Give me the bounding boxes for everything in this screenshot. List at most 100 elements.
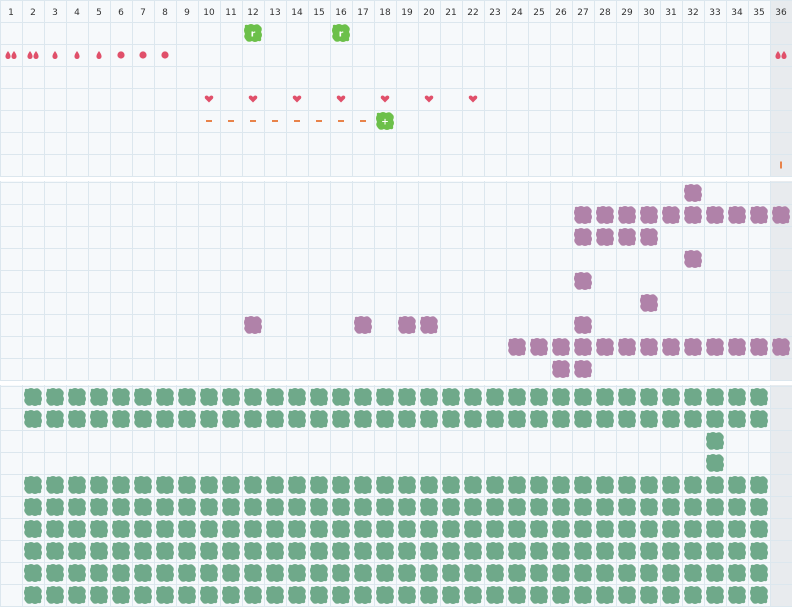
green-tile[interactable] bbox=[222, 476, 240, 494]
bright-tile[interactable]: r bbox=[332, 24, 350, 42]
green-tile[interactable] bbox=[552, 586, 570, 604]
green-tile[interactable] bbox=[464, 410, 482, 428]
green-tile[interactable] bbox=[310, 542, 328, 560]
green-tile[interactable] bbox=[706, 476, 724, 494]
green-tile[interactable] bbox=[530, 410, 548, 428]
green-tile[interactable] bbox=[90, 520, 108, 538]
green-tile[interactable] bbox=[442, 520, 460, 538]
green-tile[interactable] bbox=[156, 476, 174, 494]
green-tile[interactable] bbox=[376, 586, 394, 604]
green-tile[interactable] bbox=[706, 498, 724, 516]
green-tile[interactable] bbox=[266, 520, 284, 538]
green-tile[interactable] bbox=[354, 564, 372, 582]
green-tile[interactable] bbox=[112, 542, 130, 560]
green-tile[interactable] bbox=[486, 388, 504, 406]
green-tile[interactable] bbox=[640, 498, 658, 516]
green-tile[interactable] bbox=[354, 498, 372, 516]
green-tile[interactable] bbox=[684, 542, 702, 560]
green-tile[interactable] bbox=[596, 542, 614, 560]
green-tile[interactable] bbox=[596, 410, 614, 428]
green-tile[interactable] bbox=[442, 542, 460, 560]
green-tile[interactable] bbox=[68, 520, 86, 538]
green-tile[interactable] bbox=[464, 476, 482, 494]
green-tile[interactable] bbox=[288, 542, 306, 560]
green-tile[interactable] bbox=[288, 498, 306, 516]
green-tile[interactable] bbox=[68, 586, 86, 604]
green-tile[interactable] bbox=[640, 542, 658, 560]
green-tile[interactable] bbox=[200, 564, 218, 582]
green-tile[interactable] bbox=[706, 410, 724, 428]
green-tile[interactable] bbox=[112, 498, 130, 516]
green-tile[interactable] bbox=[332, 476, 350, 494]
green-tile[interactable] bbox=[24, 586, 42, 604]
green-tile[interactable] bbox=[552, 388, 570, 406]
green-tile[interactable] bbox=[728, 542, 746, 560]
green-tile[interactable] bbox=[398, 586, 416, 604]
purple-tile[interactable] bbox=[772, 206, 790, 224]
green-tile[interactable] bbox=[728, 498, 746, 516]
green-tile[interactable] bbox=[750, 520, 768, 538]
purple-tile[interactable] bbox=[750, 206, 768, 224]
green-tile[interactable] bbox=[684, 388, 702, 406]
green-tile[interactable] bbox=[288, 388, 306, 406]
green-tile[interactable] bbox=[420, 498, 438, 516]
bright-tile[interactable]: r bbox=[244, 24, 262, 42]
green-tile[interactable] bbox=[200, 542, 218, 560]
green-tile[interactable] bbox=[662, 586, 680, 604]
green-tile[interactable] bbox=[596, 498, 614, 516]
green-tile[interactable] bbox=[552, 564, 570, 582]
green-tile[interactable] bbox=[684, 498, 702, 516]
green-tile[interactable] bbox=[508, 586, 526, 604]
green-tile[interactable] bbox=[90, 410, 108, 428]
green-tile[interactable] bbox=[222, 498, 240, 516]
green-tile[interactable] bbox=[24, 476, 42, 494]
green-tile[interactable] bbox=[24, 520, 42, 538]
purple-tile[interactable] bbox=[508, 338, 526, 356]
bright-tile[interactable]: + bbox=[376, 112, 394, 130]
green-tile[interactable] bbox=[24, 388, 42, 406]
green-tile[interactable] bbox=[596, 520, 614, 538]
green-tile[interactable] bbox=[464, 388, 482, 406]
green-tile[interactable] bbox=[288, 586, 306, 604]
green-tile[interactable] bbox=[222, 388, 240, 406]
green-tile[interactable] bbox=[706, 388, 724, 406]
green-tile[interactable] bbox=[486, 410, 504, 428]
green-tile[interactable] bbox=[750, 498, 768, 516]
green-tile[interactable] bbox=[530, 586, 548, 604]
green-tile[interactable] bbox=[750, 586, 768, 604]
green-tile[interactable] bbox=[684, 410, 702, 428]
green-tile[interactable] bbox=[464, 564, 482, 582]
green-tile[interactable] bbox=[684, 520, 702, 538]
green-tile[interactable] bbox=[640, 586, 658, 604]
green-tile[interactable] bbox=[640, 476, 658, 494]
green-tile[interactable] bbox=[244, 520, 262, 538]
green-tile[interactable] bbox=[574, 388, 592, 406]
purple-tile[interactable] bbox=[662, 206, 680, 224]
green-tile[interactable] bbox=[68, 476, 86, 494]
green-tile[interactable] bbox=[398, 410, 416, 428]
green-tile[interactable] bbox=[640, 388, 658, 406]
green-tile[interactable] bbox=[178, 476, 196, 494]
purple-tile[interactable] bbox=[618, 206, 636, 224]
green-tile[interactable] bbox=[398, 520, 416, 538]
green-tile[interactable] bbox=[134, 388, 152, 406]
green-tile[interactable] bbox=[46, 410, 64, 428]
green-tile[interactable] bbox=[156, 388, 174, 406]
green-tile[interactable] bbox=[486, 586, 504, 604]
green-tile[interactable] bbox=[640, 520, 658, 538]
green-tile[interactable] bbox=[46, 388, 64, 406]
purple-tile[interactable] bbox=[684, 184, 702, 202]
green-tile[interactable] bbox=[46, 476, 64, 494]
green-tile[interactable] bbox=[618, 388, 636, 406]
green-tile[interactable] bbox=[684, 586, 702, 604]
purple-tile[interactable] bbox=[596, 228, 614, 246]
green-tile[interactable] bbox=[420, 564, 438, 582]
green-tile[interactable] bbox=[376, 476, 394, 494]
green-tile[interactable] bbox=[574, 498, 592, 516]
green-tile[interactable] bbox=[618, 498, 636, 516]
green-tile[interactable] bbox=[706, 520, 724, 538]
green-tile[interactable] bbox=[530, 520, 548, 538]
green-tile[interactable] bbox=[288, 410, 306, 428]
green-tile[interactable] bbox=[706, 564, 724, 582]
green-tile[interactable] bbox=[310, 498, 328, 516]
